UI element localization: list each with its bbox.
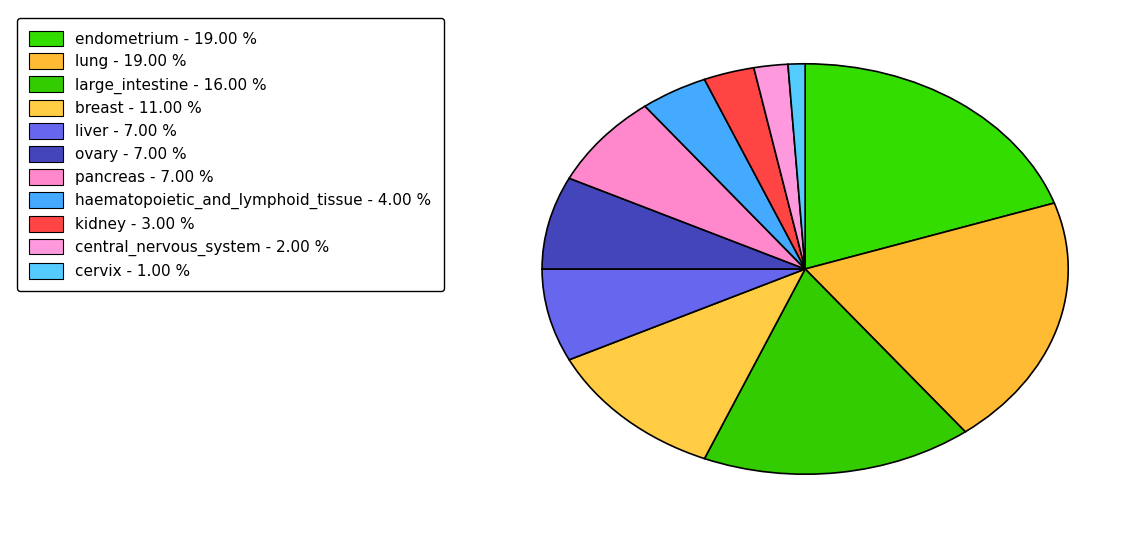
Legend: endometrium - 19.00 %, lung - 19.00 %, large_intestine - 16.00 %, breast - 11.00: endometrium - 19.00 %, lung - 19.00 %, l… xyxy=(17,18,443,291)
Wedge shape xyxy=(704,68,805,269)
Wedge shape xyxy=(805,64,1055,269)
Wedge shape xyxy=(704,269,965,474)
Wedge shape xyxy=(542,269,805,360)
Wedge shape xyxy=(805,203,1068,432)
Wedge shape xyxy=(569,106,805,269)
Wedge shape xyxy=(542,178,805,269)
Wedge shape xyxy=(788,64,805,269)
Wedge shape xyxy=(645,80,805,269)
Wedge shape xyxy=(569,269,805,458)
Wedge shape xyxy=(754,64,805,269)
